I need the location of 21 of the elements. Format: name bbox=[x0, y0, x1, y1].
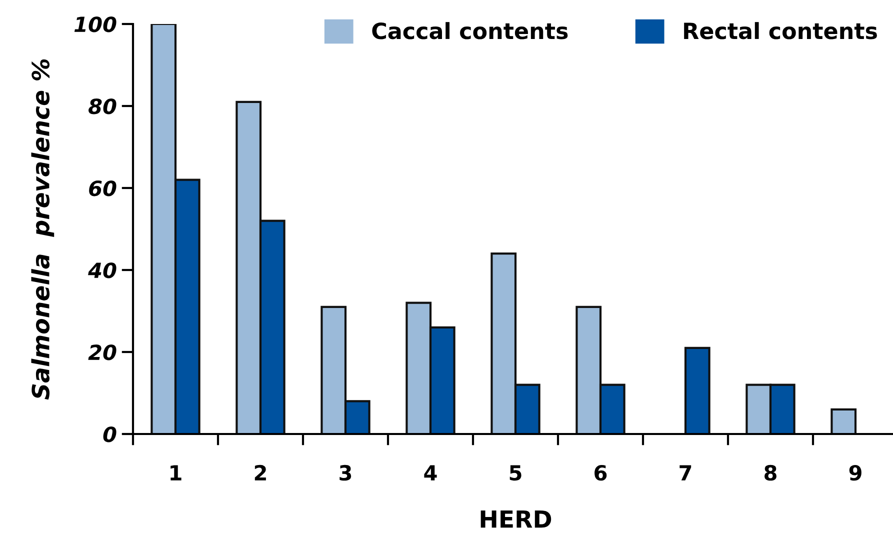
y-axis-title: Salmonella prevalence % bbox=[31, 59, 54, 400]
bar bbox=[684, 346, 710, 434]
x-tick-label: 7 bbox=[680, 465, 692, 480]
x-tick-label: 8 bbox=[764, 464, 776, 481]
y-tick-label: 80 bbox=[88, 98, 116, 114]
legend-label: Rectal contents bbox=[684, 22, 877, 40]
x-tick-label: 5 bbox=[510, 465, 522, 481]
x-tick-label: 6 bbox=[594, 464, 607, 481]
y-tick-label: 20 bbox=[88, 344, 116, 360]
y-tick-label: 0 bbox=[103, 426, 116, 442]
y-tick-label: 100 bbox=[74, 16, 116, 32]
x-tick-label: 2 bbox=[254, 464, 266, 480]
x-axis-title: HERD bbox=[480, 510, 552, 528]
y-tick-label: 40 bbox=[88, 262, 116, 278]
bar bbox=[830, 408, 857, 434]
x-tick-label: 3 bbox=[340, 464, 352, 481]
x-tick-label: 9 bbox=[849, 464, 862, 481]
x-tick-label: 1 bbox=[170, 465, 182, 480]
legend-label: Caccal contents bbox=[372, 22, 568, 40]
x-tick-label: 4 bbox=[424, 465, 437, 480]
y-tick-label: 60 bbox=[89, 180, 116, 196]
